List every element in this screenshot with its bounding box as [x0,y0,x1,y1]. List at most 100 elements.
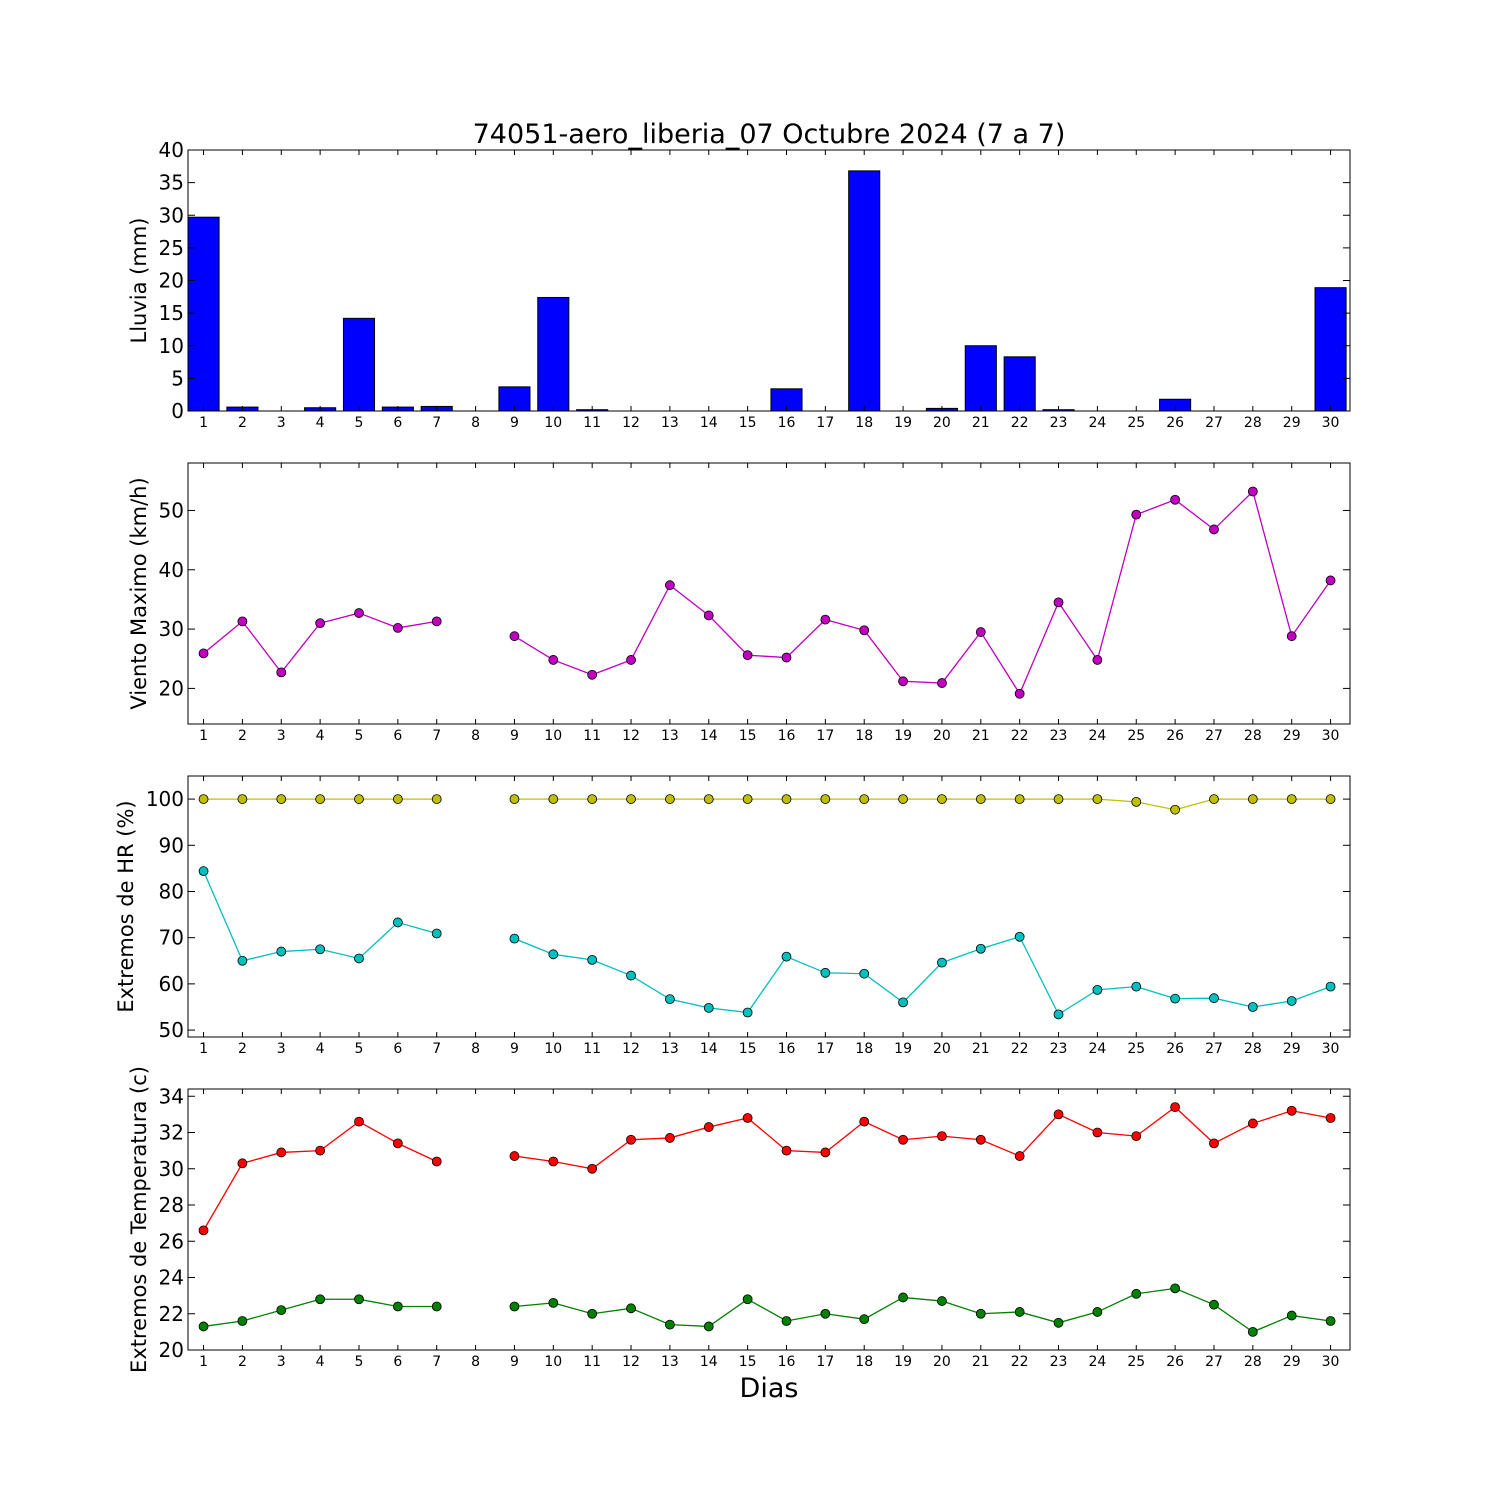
humidity-xtick-label-3: 3 [277,1041,286,1057]
temperature-xtick-label-30: 30 [1322,1354,1340,1370]
wind-series-1-point-day-5 [354,608,364,618]
wind-xtick-label-15: 15 [739,728,757,744]
rain-xtick-label-11: 11 [583,415,601,431]
humidity-series-2-point-day-18 [859,968,870,979]
rain-xtick-label-9: 9 [510,415,519,431]
humidity-series-1-point-day-1 [198,794,209,804]
wind-series-1-point-day-30 [1325,575,1336,586]
temperature-series-2-point-day-16 [781,1316,792,1326]
temperature-xtick-label-5: 5 [355,1354,364,1370]
temperature-xtick-label-6: 6 [393,1354,402,1370]
humidity-ytick-label: 50 [159,1018,184,1042]
humidity-series-1-point-day-19 [898,794,908,804]
wind-xtick-label-16: 16 [778,728,796,744]
wind-series-1-point-day-9 [509,631,520,642]
wind-xtick-label-14: 14 [700,728,718,744]
chart-title: 74051-aero_liberia_07 Octubre 2024 (7 a … [473,119,1066,150]
temperature-xtick-label-15: 15 [739,1354,757,1370]
wind-series-1-point-day-29 [1286,631,1297,642]
humidity-xtick-label-6: 6 [393,1041,402,1057]
humidity-series-2-point-day-29 [1286,996,1297,1006]
temperature-series-1-point-day-9 [509,1151,520,1161]
temperature-series-1-point-day-28 [1247,1118,1258,1129]
humidity-ytick-label: 80 [159,879,184,903]
wind-xtick-label-10: 10 [544,728,562,744]
temperature-xtick-label-4: 4 [316,1354,325,1370]
humidity-series-2-point-day-24 [1092,984,1103,995]
wind-xtick-label-1: 1 [199,728,208,744]
rain-bar-day-21 [964,345,997,412]
wind-series-1-point-day-15 [742,650,753,661]
temperature-series-2-point-day-28 [1247,1326,1258,1337]
temperature-series-2-point-day-25 [1131,1288,1142,1299]
wind-series-1-point-day-27 [1209,524,1219,535]
temperature-series-2-point-day-30 [1325,1316,1336,1326]
rain-y-axis-label: Lluvia (mm) [127,218,151,344]
rain-xtick-label-8: 8 [471,415,480,431]
humidity-series-2-point-day-30 [1325,981,1336,992]
wind-xtick-label-8: 8 [471,728,480,744]
wind-series-1-point-day-3 [276,667,287,678]
temperature-series-1-point-day-10 [548,1156,559,1167]
humidity-series-1-point-day-2 [237,794,248,804]
humidity-series-1-point-day-29 [1286,794,1297,804]
humidity-series-1-point-day-20 [937,794,947,804]
temperature-series-2-point-day-1 [198,1321,209,1332]
temperature-xtick-label-9: 9 [510,1354,519,1370]
wind-xtick-label-22: 22 [1011,728,1029,744]
wind-series-1-point-day-10 [548,655,559,665]
temperature-series-1-point-day-4 [315,1145,326,1156]
humidity-series-2-point-day-11 [587,954,598,965]
humidity-xtick-label-18: 18 [855,1041,873,1057]
wind-series-1-point-day-13 [664,580,675,591]
humidity-xtick-label-27: 27 [1205,1041,1223,1057]
rain-xtick-label-3: 3 [277,415,286,431]
rain-bar-day-22 [1003,356,1036,412]
humidity-series-1-point-day-7 [431,794,442,804]
wind-series-1-point-day-25 [1131,509,1142,520]
rain-xtick-label-30: 30 [1322,415,1340,431]
rain-ytick-label: 30 [159,203,184,227]
temperature-series-1-point-day-27 [1209,1138,1219,1149]
temperature-series-1-point-day-15 [742,1113,753,1123]
humidity-xtick-label-8: 8 [471,1041,480,1057]
rain-xtick-label-5: 5 [355,415,364,431]
humidity-plot-frame [187,775,1351,1038]
temperature-series-1-point-day-21 [975,1134,986,1145]
humidity-series-1-point-day-9 [509,794,520,804]
temperature-xtick-label-24: 24 [1088,1354,1106,1370]
rain-xtick-label-19: 19 [894,415,912,431]
rain-xtick-label-29: 29 [1283,415,1301,431]
temperature-series-1-point-day-5 [354,1116,364,1127]
temperature-xtick-label-1: 1 [199,1354,208,1370]
wind-series-1-point-day-18 [859,625,870,636]
humidity-series-1-point-day-10 [548,794,559,804]
humidity-xtick-label-29: 29 [1283,1041,1301,1057]
humidity-xtick-label-25: 25 [1127,1041,1145,1057]
wind-xtick-label-13: 13 [661,728,679,744]
humidity-series-1-point-day-16 [781,794,792,804]
temperature-series-1-point-day-13 [664,1133,675,1143]
humidity-series-1-point-day-24 [1092,794,1103,804]
temperature-series-2-point-day-2 [237,1316,248,1326]
humidity-y-axis-label: Extremos de HR (%) [114,800,138,1012]
temperature-ytick-label: 34 [159,1084,184,1108]
wind-xtick-label-25: 25 [1127,728,1145,744]
rain-xtick-label-28: 28 [1244,415,1262,431]
temperature-xtick-label-19: 19 [894,1354,912,1370]
temperature-series-1-point-day-1 [198,1225,209,1236]
rain-xtick-label-22: 22 [1011,415,1029,431]
wind-xtick-label-24: 24 [1088,728,1106,744]
temperature-series-2-point-day-17 [820,1308,831,1319]
humidity-xtick-label-17: 17 [816,1041,834,1057]
humidity-series-1-point-day-13 [664,794,675,804]
temperature-series-1-point-day-14 [703,1122,714,1132]
rain-xtick-label-15: 15 [739,415,757,431]
temperature-xtick-label-26: 26 [1166,1354,1184,1370]
temperature-series-2-point-day-10 [548,1297,559,1308]
x-axis-label: Dias [740,1373,799,1404]
